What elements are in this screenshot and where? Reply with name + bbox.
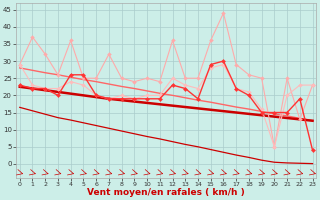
X-axis label: Vent moyen/en rafales ( km/h ): Vent moyen/en rafales ( km/h ) (87, 188, 245, 197)
